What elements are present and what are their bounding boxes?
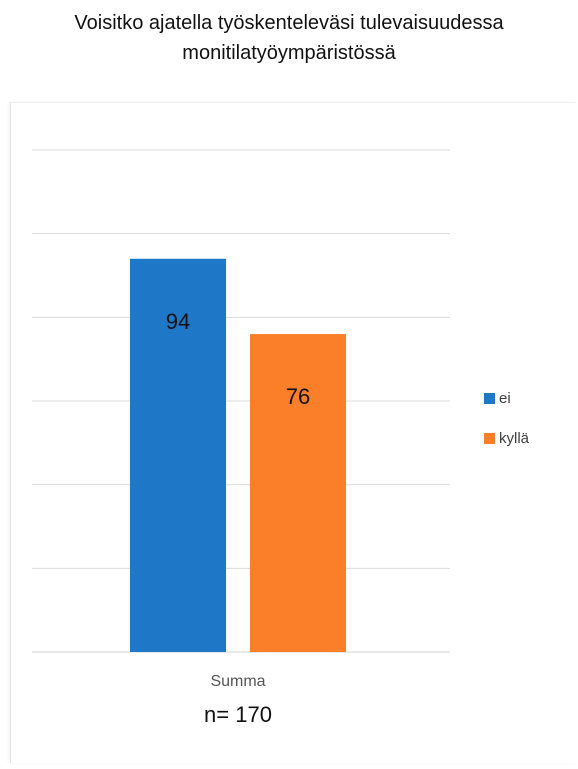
chart-title-line-2: monitilatyöympäristössä [182,42,396,64]
legend: ei kyllä [484,378,529,458]
x-category-label: Summa [210,673,266,690]
legend-swatch-ei [484,392,495,404]
legend-label-ei: ei [499,389,511,407]
legend-label-kylla: kyllä [499,429,530,447]
legend-item-ei: ei [484,378,529,418]
chart-title: Voisitko ajatella työskenteleväsi tuleva… [0,8,578,68]
chart-title-line-1: Voisitko ajatella työskenteleväsi tuleva… [74,12,504,34]
data-label-ei: 94 [166,309,190,334]
bar-kylla [250,334,346,652]
bar-ei [130,258,226,652]
legend-item-kylla: kyllä [484,418,529,458]
legend-swatch-kylla [484,432,495,444]
sample-size-note: n= 170 [204,702,272,727]
data-label-kylla: 76 [286,384,310,409]
